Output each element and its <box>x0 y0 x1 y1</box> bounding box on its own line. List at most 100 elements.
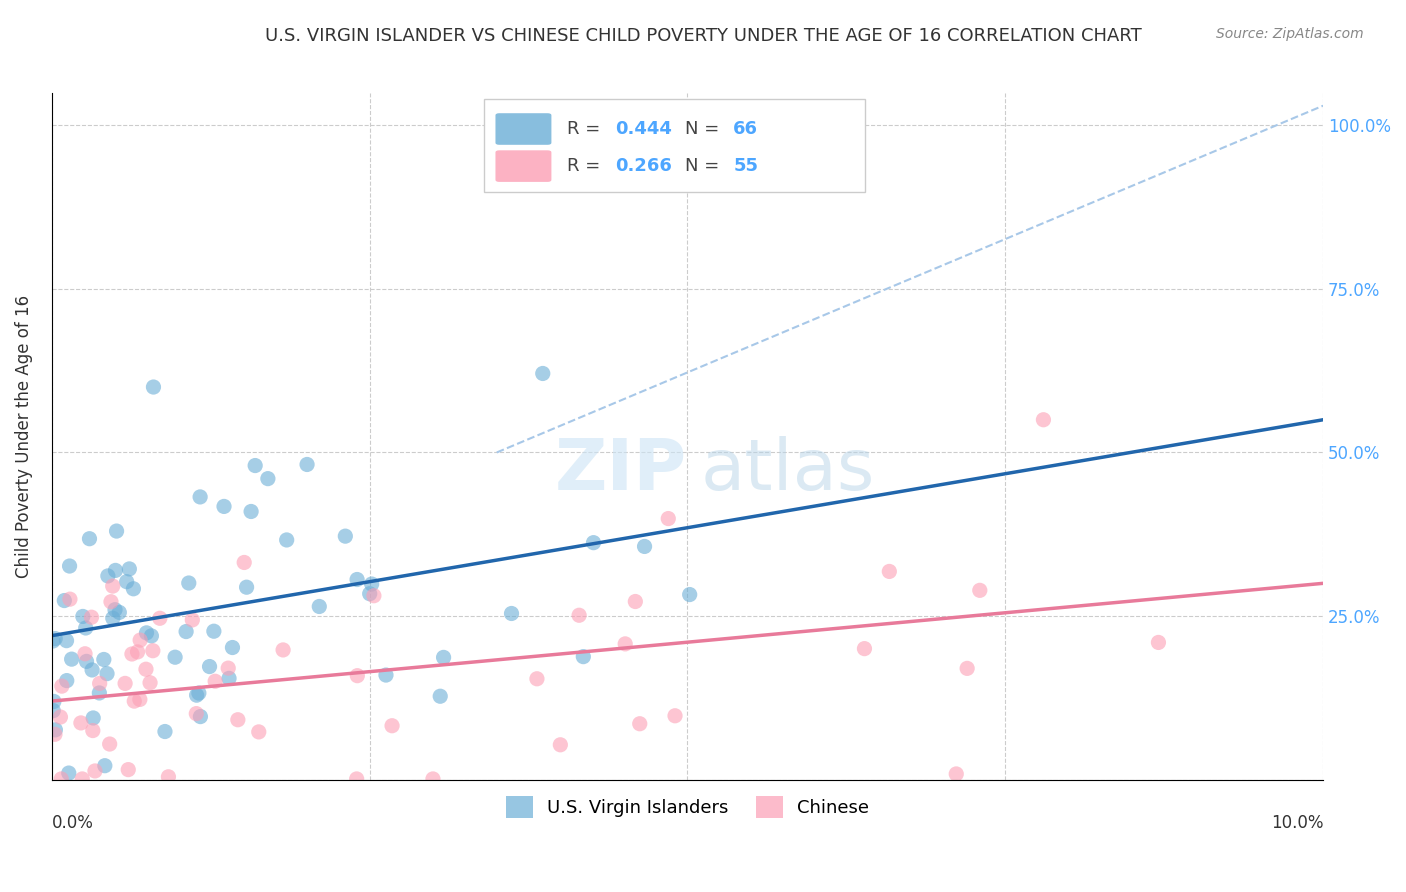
FancyBboxPatch shape <box>495 151 551 182</box>
Text: 66: 66 <box>733 120 758 138</box>
Text: 0.0%: 0.0% <box>52 814 94 832</box>
Point <box>174 624 197 639</box>
Point <box>218 671 240 685</box>
Point <box>49 710 72 724</box>
Point <box>664 708 686 723</box>
Point <box>346 573 368 587</box>
Point <box>550 738 572 752</box>
Point <box>614 637 637 651</box>
Point <box>633 540 655 554</box>
Point <box>240 504 263 518</box>
Point <box>363 589 385 603</box>
Point <box>582 535 605 549</box>
Point <box>221 640 243 655</box>
Point <box>375 668 398 682</box>
Point <box>186 706 208 721</box>
FancyBboxPatch shape <box>484 100 866 192</box>
Point <box>165 650 187 665</box>
Point <box>79 532 101 546</box>
Point <box>105 524 128 538</box>
Point <box>121 647 143 661</box>
Point <box>58 766 80 780</box>
Point <box>141 629 163 643</box>
Text: N =: N = <box>685 157 725 175</box>
Point <box>108 606 131 620</box>
Text: R =: R = <box>567 120 606 138</box>
Point <box>853 641 876 656</box>
Point <box>72 609 94 624</box>
Point <box>60 652 83 666</box>
Point <box>187 686 209 700</box>
Point <box>243 458 266 473</box>
Point <box>257 472 280 486</box>
Point <box>531 367 554 381</box>
Point <box>100 595 122 609</box>
Point <box>235 580 257 594</box>
Point <box>98 737 121 751</box>
Text: atlas: atlas <box>700 436 875 505</box>
Point <box>526 672 548 686</box>
Point <box>101 579 124 593</box>
Text: 0.266: 0.266 <box>614 157 672 175</box>
Point <box>153 724 176 739</box>
Point <box>679 588 702 602</box>
Point <box>149 611 172 625</box>
Point <box>572 649 595 664</box>
Point <box>72 772 94 786</box>
Point <box>51 772 73 786</box>
Point <box>142 380 165 394</box>
Point <box>956 661 979 675</box>
Point <box>657 511 679 525</box>
Point <box>101 611 124 625</box>
Point <box>53 593 76 607</box>
Point <box>247 725 270 739</box>
Point <box>142 643 165 657</box>
Point <box>381 719 404 733</box>
Point <box>628 716 651 731</box>
Point <box>80 610 103 624</box>
Point <box>122 694 145 708</box>
Point <box>271 643 294 657</box>
Point <box>346 668 368 682</box>
Point <box>346 772 368 786</box>
Point <box>94 758 117 772</box>
Point <box>568 608 591 623</box>
Text: ZIP: ZIP <box>555 436 688 505</box>
Point <box>51 679 73 693</box>
Point <box>42 634 65 648</box>
Point <box>432 650 454 665</box>
Point <box>55 673 77 688</box>
Y-axis label: Child Poverty Under the Age of 16: Child Poverty Under the Age of 16 <box>15 294 32 578</box>
Point <box>624 594 647 608</box>
Point <box>89 686 111 700</box>
Point <box>118 562 141 576</box>
Point <box>73 647 96 661</box>
Point <box>359 587 381 601</box>
Point <box>177 576 200 591</box>
Point <box>84 764 107 778</box>
Point <box>422 772 444 786</box>
Point <box>129 633 152 648</box>
Text: N =: N = <box>685 120 725 138</box>
Point <box>879 565 901 579</box>
Point <box>295 458 318 472</box>
Point <box>1147 635 1170 649</box>
Point <box>188 490 211 504</box>
Point <box>139 675 162 690</box>
Point <box>204 674 226 689</box>
Point <box>181 613 204 627</box>
Point <box>44 727 66 741</box>
Point <box>76 654 98 668</box>
Point <box>82 711 104 725</box>
Point <box>58 559 80 574</box>
Point <box>202 624 225 639</box>
Point <box>969 583 991 598</box>
Point <box>89 676 111 690</box>
Legend: U.S. Virgin Islanders, Chinese: U.S. Virgin Islanders, Chinese <box>491 781 883 832</box>
Point <box>42 704 65 718</box>
Point <box>114 676 136 690</box>
Point <box>82 723 104 738</box>
Point <box>128 692 150 706</box>
Text: U.S. VIRGIN ISLANDER VS CHINESE CHILD POVERTY UNDER THE AGE OF 16 CORRELATION CH: U.S. VIRGIN ISLANDER VS CHINESE CHILD PO… <box>264 27 1142 45</box>
Point <box>190 709 212 723</box>
